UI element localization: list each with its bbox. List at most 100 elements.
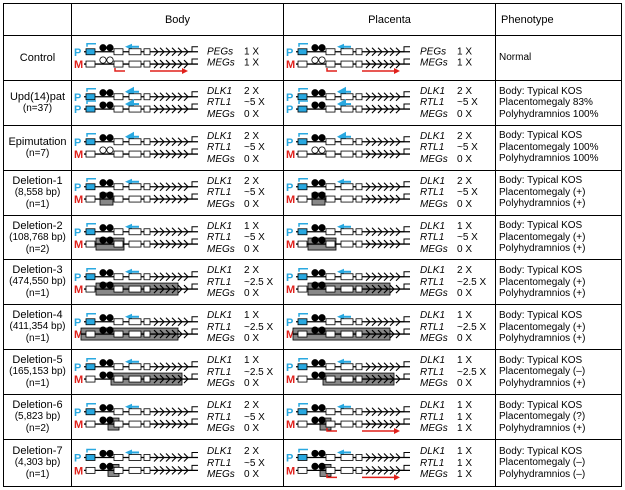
placenta-allele-diagram: PM [286,43,410,75]
end-arrow [400,181,410,188]
gene-name: MEGs [420,108,448,120]
placenta-cell: P M DLK1 1 X RTL1 ~2.5 X MEGs 0 X [283,304,496,351]
maternal-label: M [286,59,295,71]
meg3-dmr-circle [106,269,114,277]
meg3-dmr-circle [106,313,114,322]
body-cell: P M DLK1 2 X RTL1 ~5 X MEGs 0 X [71,394,284,441]
chevron-icon [377,452,383,462]
ig-dmr-circle [311,236,319,244]
expression-level: 0 X [244,422,260,434]
ig-dmr-circle [99,462,107,470]
paternal-label: P [74,452,81,464]
gene-name: DLK1 [420,175,446,187]
meg3-gene-box [113,183,124,191]
end-arrow [188,46,198,53]
expression-level: ~5 X [244,457,265,469]
chevron-icon [383,92,389,102]
chevron-icon [171,452,177,462]
body-allele-diagram: PM [74,357,198,386]
expression-level: 0 X [244,243,260,255]
expression-line: RTL1 ~2.5 X [207,322,273,334]
gene-name: RTL1 [420,411,445,423]
dlk1-expression-arrow [86,402,96,407]
chevron-icon [371,182,377,192]
expression-level: 0 X [244,108,260,120]
dlk1-gene-box [297,105,308,113]
chevron-icon [165,194,171,204]
end-arrow [400,464,410,471]
phenotype-line: Body: Typical KOS [499,265,583,277]
chevron-icon [159,182,165,192]
expression-line: MEGs 1 X [207,58,259,70]
phenotype-line: Body: Typical KOS [499,445,583,457]
expression-line: MEGs 0 X [420,288,486,300]
body-cell: P M PEGs 1 X MEGs 1 X [71,35,284,81]
expression-level: 1 X [457,46,473,58]
genotype-label-line: Deletion-4 [12,309,63,322]
table-row: Epimutation (n=7) P M DLK1 2 X RTL1 ~5 X MEGs 0 X… [3,124,622,171]
mirna-box [355,375,363,383]
body-cell: P M DLK1 2 X RTL1 ~5 X MEGs 0 X [71,439,284,487]
dlk1-gene-box [85,363,96,370]
gene-name: MEGs [207,377,235,389]
expression-level: 1 X [457,468,473,480]
mirna-box [143,195,151,203]
chevron-icon [365,137,371,147]
genotype-label-cell: Upd(14)pat (n=37) [3,79,72,126]
rtl1-gene-box [128,318,142,325]
chevron-icon [165,137,171,147]
meg3-dmr-circle [106,416,114,424]
expression-line: MEGs 0 X [207,109,265,121]
chevron-icon [365,465,371,475]
gene-name: DLK1 [420,310,446,322]
gene-name: DLK1 [207,445,233,457]
gene-name: DLK1 [207,85,233,97]
genotype-label-line: Upd(14)pat [9,90,66,103]
dlk1-gene-box [85,138,96,146]
expression-level: 1 X [457,411,473,423]
chevron-icon [159,227,165,237]
expression-level: 0 X [457,333,473,345]
chevron-icon [171,149,177,159]
expression-level: 1 X [457,220,473,232]
table-row: Upd(14)pat (n=37) P P DLK1 2 X RTL1 ~5 X MEGs 0 X… [3,79,622,126]
phenotype-cell: Body: Typical KOS Placentomegaly (–) Polyh… [495,349,622,396]
chevron-icon [365,104,371,114]
table-row: Deletion-7 (4,303 bp) (n=1) P M DLK1 2 X RTL1 ~5… [3,439,622,487]
meg3-gene-box [113,285,124,293]
rtl1-gene-box [128,407,142,415]
expression-line: PEGs 1 X [207,46,259,58]
paternal-label: P [286,452,293,464]
phenotype-line: Placentomegaly (+) [499,186,586,198]
expression-level: ~2.5 X [457,321,487,333]
expression-line: RTL1 ~5 X [207,97,265,109]
gene-name: RTL1 [420,457,445,469]
chevron-icon [171,419,177,429]
genotype-label-line: Deletion-6 [12,399,63,412]
dlk1-gene-box [85,420,96,428]
expression-level: ~5 X [244,411,265,423]
gene-name: MEGs [420,153,448,165]
chevron-icon [153,194,159,204]
gene-name: RTL1 [207,411,232,423]
chevron-icon [177,419,183,429]
ig-dmr-circle [311,416,319,424]
chevron-icon [171,47,177,57]
chevron-icon [371,284,377,294]
gene-name: DLK1 [420,130,446,142]
expression-line: MEGs 0 X [420,153,478,165]
dlk1-gene-box [85,228,96,236]
chevron-icon [159,137,165,147]
dlk1-expression-arrow [298,267,308,272]
rtl1-gene-box [340,105,354,113]
expression-line: DLK1 2 X [207,265,273,277]
chevron-icon [171,272,177,282]
chevron-icon [383,362,389,371]
chevron-icon [389,465,395,475]
chevron-icon [365,284,371,294]
end-arrow [400,316,410,323]
chevron-icon [171,239,177,249]
gene-name: RTL1 [207,321,232,333]
gene-name: RTL1 [207,276,232,288]
expression-line: DLK1 1 X [420,310,486,322]
